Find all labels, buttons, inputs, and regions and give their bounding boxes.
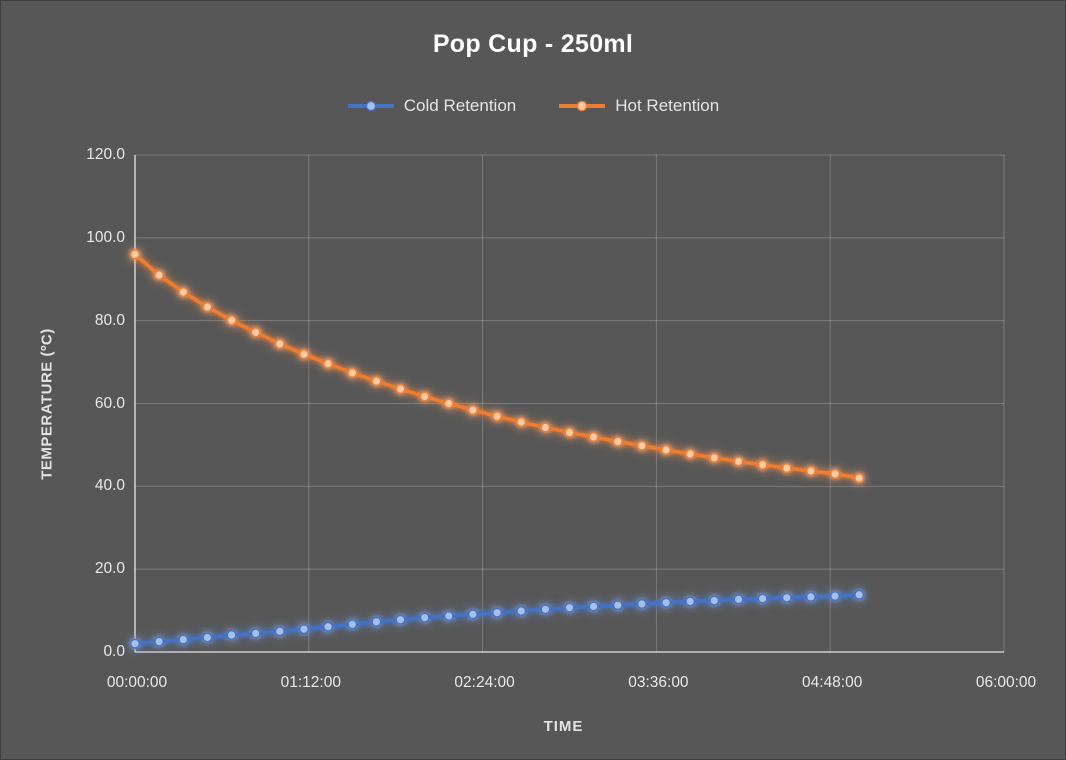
chart-title: Pop Cup - 250ml <box>432 30 634 58</box>
data-point-marker <box>129 249 140 260</box>
data-point-marker <box>661 444 672 455</box>
data-point-marker <box>516 417 527 428</box>
data-point-marker <box>274 626 285 637</box>
data-point-marker <box>299 624 310 635</box>
data-point-marker <box>757 593 768 604</box>
data-point-marker <box>467 405 478 416</box>
legend-label: Cold Retention <box>403 96 517 115</box>
hot-retention-line <box>133 252 861 480</box>
data-point-marker <box>830 591 841 602</box>
data-point-marker <box>685 596 696 607</box>
gridlines <box>134 154 1005 653</box>
axis-lines <box>134 155 1004 653</box>
data-point-marker <box>612 436 623 447</box>
data-point-marker <box>709 595 720 606</box>
data-point-marker <box>733 594 744 605</box>
data-point-marker <box>467 609 478 620</box>
x-axis-title: TIME <box>543 718 584 735</box>
cold-retention-series <box>129 589 865 649</box>
data-point-marker <box>202 632 213 643</box>
data-point-marker <box>781 463 792 474</box>
data-point-marker <box>395 384 406 395</box>
data-point-marker <box>854 473 865 484</box>
data-point-marker <box>274 338 285 349</box>
data-point-marker <box>419 391 430 402</box>
data-point-marker <box>830 468 841 479</box>
data-point-marker <box>636 599 647 610</box>
data-point-marker <box>323 358 334 369</box>
data-point-marker <box>564 602 575 613</box>
data-point-marker <box>178 287 189 298</box>
data-point-marker <box>226 630 237 641</box>
data-point-marker <box>226 315 237 326</box>
data-point-marker <box>443 611 454 622</box>
y-axis-title: TEMPERATURE (ºC) <box>38 327 56 480</box>
y-tick-label: 100.0 <box>86 228 125 246</box>
data-point-marker <box>588 601 599 612</box>
cold-retention-line <box>133 593 861 646</box>
data-point-marker <box>371 616 382 627</box>
data-point-marker <box>588 432 599 443</box>
data-point-marker <box>492 411 503 422</box>
data-point-marker <box>540 422 551 433</box>
data-point-marker <box>516 606 527 617</box>
data-point-marker <box>371 376 382 387</box>
data-point-marker <box>178 634 189 645</box>
series-layer <box>129 249 865 649</box>
x-tick-label: 03:36:00 <box>628 674 689 691</box>
data-point-marker <box>685 449 696 460</box>
data-point-marker <box>612 600 623 611</box>
data-point-marker <box>154 270 165 281</box>
data-point-marker <box>129 638 140 649</box>
chart-legend: Cold Retention Hot Retention <box>0 96 1066 116</box>
data-point-marker <box>781 592 792 603</box>
data-point-marker <box>299 349 310 360</box>
y-tick-label: 80.0 <box>94 311 125 329</box>
legend-marker-icon <box>559 100 606 112</box>
x-tick-label: 06:00:00 <box>975 674 1037 691</box>
data-point-marker <box>395 614 406 625</box>
x-tick-label: 00:00:00 <box>106 674 168 691</box>
legend-item-cold-retention: Cold Retention <box>347 96 516 116</box>
y-tick-label: 120.0 <box>86 146 125 163</box>
data-point-marker <box>757 459 768 470</box>
data-point-marker <box>347 367 358 378</box>
data-point-marker <box>250 327 261 338</box>
data-point-marker <box>540 604 551 615</box>
legend-marker-icon <box>347 100 394 112</box>
data-point-marker <box>443 398 454 409</box>
data-point-marker <box>347 619 358 630</box>
x-tick-label: 01:12:00 <box>280 674 341 691</box>
y-tick-label: 20.0 <box>94 560 125 578</box>
data-point-marker <box>202 302 213 313</box>
x-tick-label: 02:24:00 <box>454 674 515 691</box>
data-point-marker <box>154 636 165 647</box>
data-point-marker <box>492 607 503 618</box>
data-point-marker <box>250 628 261 639</box>
legend-label: Hot Retention <box>615 96 720 115</box>
hot-retention-series <box>129 249 865 484</box>
data-point-marker <box>854 589 865 600</box>
data-point-marker <box>564 427 575 438</box>
data-point-marker <box>419 612 430 623</box>
data-point-marker <box>733 456 744 467</box>
y-tick-label: 0.0 <box>103 643 125 660</box>
data-point-marker <box>661 597 672 608</box>
data-point-marker <box>709 452 720 463</box>
data-point-marker <box>805 466 816 477</box>
data-point-marker <box>323 621 334 632</box>
data-point-marker <box>805 591 816 602</box>
legend-item-hot-retention: Hot Retention <box>558 96 719 116</box>
y-tick-label: 60.0 <box>94 394 125 412</box>
x-tick-label: 04:48:00 <box>802 674 863 691</box>
data-point-marker <box>636 440 647 451</box>
y-tick-label: 40.0 <box>94 477 125 495</box>
